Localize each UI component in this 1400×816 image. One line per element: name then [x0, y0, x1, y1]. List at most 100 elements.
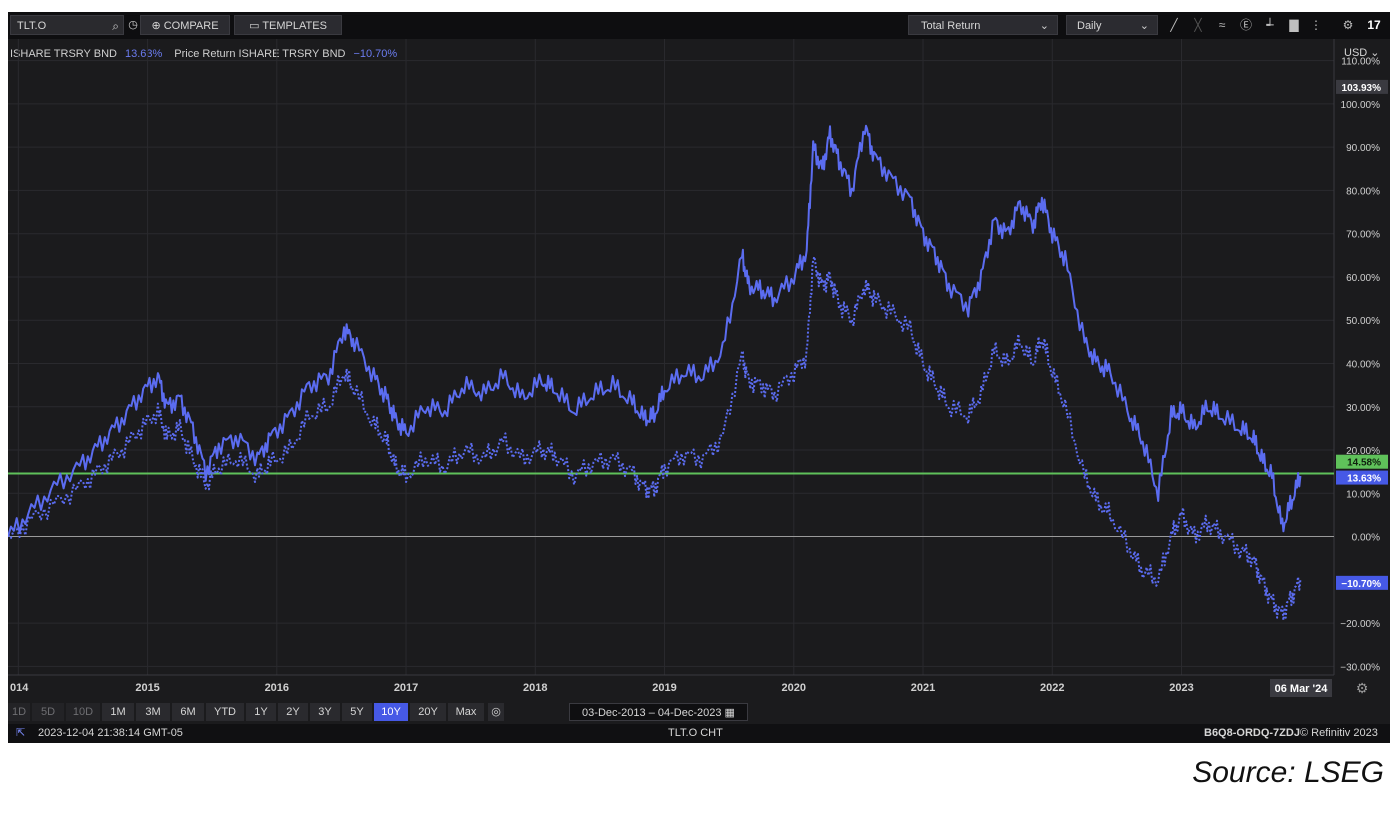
events-icon[interactable]: Ⓔ — [1239, 18, 1252, 32]
y-tick-label: 90.00% — [1346, 143, 1380, 154]
templates-button[interactable]: ▭ TEMPLATES — [234, 15, 342, 35]
range-button-1m[interactable]: 1M — [102, 703, 134, 721]
chevron-down-icon: ⌄ — [1139, 20, 1149, 32]
x-tick-label: 2016 — [265, 682, 289, 694]
x-axis: 014 2015 2016 2017 2018 2019 2020 2021 2022 2023 — [10, 682, 1194, 694]
range-bar: 1D 5D 10D 1M 3M 6M YTD 1Y 2Y 3Y 5Y 10Y 20Y Max ◎ — [8, 702, 1390, 724]
range-button-6m[interactable]: 6M — [172, 703, 204, 721]
interval-value: Daily — [1077, 20, 1102, 32]
y-tick-label: 110.00% — [1341, 57, 1380, 68]
x-tick-label: 014 — [10, 682, 29, 694]
search-icon[interactable]: ⌕ — [112, 19, 119, 33]
return-type-value: Total Return — [921, 20, 981, 32]
series-layer — [8, 124, 1302, 622]
chart-svg[interactable]: 110.00% 100.00% 90.00% 80.00% 70.00% 60.00% 50… — [8, 39, 1390, 702]
date-range-value: 03-Dec-2013 – 04-Dec-2023 — [582, 707, 722, 719]
chevron-down-icon: ⌄ — [1039, 20, 1049, 32]
x-tick-label: 2017 — [394, 682, 418, 694]
x-tick-label: 2018 — [523, 682, 547, 694]
bar-chart-icon[interactable]: ▇ — [1289, 18, 1299, 32]
templates-label: TEMPLATES — [262, 20, 327, 32]
legend: ISHARE TRSRY BND 13.63% Price Return ISHAR… — [10, 48, 409, 60]
range-button-3y[interactable]: 3Y — [310, 703, 340, 721]
crossed-line-icon[interactable]: ╳ — [1194, 18, 1202, 32]
range-button-2y[interactable]: 2Y — [278, 703, 308, 721]
wave-icon[interactable]: ≈ — [1218, 18, 1226, 32]
ticker-search-input[interactable]: TLT.O ⌕ — [10, 15, 124, 35]
y-tick-label: 70.00% — [1346, 230, 1380, 241]
calendar-icon: ▦ — [724, 707, 735, 719]
currency-select[interactable]: USD ⌄ — [1344, 46, 1380, 59]
price-tag-price-bg — [1336, 575, 1388, 590]
settings-gear-icon: ⚙ — [1356, 681, 1369, 697]
y-tick-label: 10.00% — [1346, 489, 1380, 500]
plus-circle-icon: ⊕ — [151, 20, 161, 32]
price-tag-total: 13.63% — [1347, 474, 1381, 485]
range-button-10d[interactable]: 10D — [66, 703, 100, 721]
range-button-ytd[interactable]: YTD — [206, 703, 244, 721]
y-tick-label: −30.00% — [1340, 662, 1380, 673]
y-tick-label: −20.00% — [1340, 619, 1380, 630]
price-tag-top-bg — [1336, 79, 1388, 94]
y-tick-label: 0.00% — [1352, 533, 1380, 544]
y-tick-label: 30.00% — [1346, 403, 1380, 414]
more-icon[interactable]: ⋮ — [1310, 18, 1322, 32]
price-tag-green-bg — [1336, 454, 1388, 469]
range-button-1d[interactable]: 1D — [8, 703, 30, 721]
total-return-series-line — [8, 124, 1302, 537]
date-tag: 06 Mar '24 — [1275, 683, 1329, 695]
range-button-3m[interactable]: 3M — [136, 703, 170, 721]
range-button-max[interactable]: Max — [448, 703, 484, 721]
return-type-select[interactable]: Total Return ⌄ — [908, 15, 1058, 35]
date-range-input[interactable]: 03-Dec-2013 – 04-Dec-2023 ▦ — [569, 703, 748, 721]
x-tick-label: 2021 — [911, 682, 935, 694]
interval-select[interactable]: Daily ⌄ — [1066, 15, 1158, 35]
status-center: TLT.O CHT — [668, 727, 723, 739]
copyright: © Refinitiv 2023 — [1300, 727, 1378, 739]
folder-icon: ▭ — [249, 20, 260, 32]
currency-value: USD — [1344, 47, 1368, 59]
ticker-value: TLT.O — [17, 20, 47, 32]
range-button-5y[interactable]: 5Y — [342, 703, 372, 721]
legend-series2-name: Price Return ISHARE TRSRY BND — [174, 48, 346, 60]
price-tag-total-bg — [1336, 470, 1388, 485]
x-tick-label: 2023 — [1169, 682, 1193, 694]
legend-series1-value: 13.63% — [124, 48, 163, 60]
x-tick-label: 2022 — [1040, 682, 1064, 694]
y-tick-label: 60.00% — [1346, 273, 1380, 284]
y-tick-label: 100.00% — [1341, 100, 1381, 111]
chart-code: B6Q8-ORDQ-7ZDJ — [1204, 727, 1300, 739]
tradingview-logo-icon[interactable]: 17 — [1367, 18, 1381, 32]
price-return-series-line — [8, 255, 1302, 622]
line-chart-icon[interactable]: ╱ — [1170, 18, 1178, 32]
range-button-5d[interactable]: 5D — [32, 703, 64, 721]
price-tag-green: 14.58% — [1347, 458, 1381, 469]
chart-window: TLT.O ⌕ ◷ ⊕ COMPARE ▭ TEMPLATES Total Re… — [8, 12, 1390, 743]
y-tick-label: 40.00% — [1346, 359, 1380, 370]
date-tag-bg — [1270, 679, 1332, 697]
clock-icon[interactable]: ◷ — [128, 19, 138, 31]
gear-icon[interactable]: ⚙ — [1342, 18, 1354, 32]
grid — [8, 39, 1335, 676]
y-axis: 110.00% 100.00% 90.00% 80.00% 70.00% 60.00% 50… — [1340, 57, 1380, 674]
timestamp: 2023-12-04 21:38:14 GMT-05 — [38, 727, 183, 739]
crosshair-icon[interactable]: ┵ — [1266, 18, 1274, 32]
y-tick-label: 20.00% — [1346, 446, 1380, 457]
collapse-icon[interactable]: ⇱ — [16, 727, 26, 739]
compare-button[interactable]: ⊕ COMPARE — [140, 15, 230, 35]
status-bar: ⇱ 2023-12-04 21:38:14 GMT-05 TLT.O CHT B… — [8, 724, 1390, 743]
source-caption: Source: LSEG — [1192, 756, 1384, 789]
legend-series2-value: −10.70% — [353, 48, 398, 60]
y-tick-label: 80.00% — [1346, 186, 1380, 197]
compare-label: COMPARE — [163, 20, 219, 32]
price-tags: 103.93% 14.58% 13.63% −10.70% 06 Mar '24 ⚙ — [1270, 79, 1388, 697]
price-tag-price: −10.70% — [1341, 579, 1381, 590]
range-button-1y[interactable]: 1Y — [246, 703, 276, 721]
chevron-down-icon: ⌄ — [1370, 47, 1380, 59]
x-tick-label: 2015 — [135, 682, 159, 694]
range-button-20y[interactable]: 20Y — [410, 703, 446, 721]
custom-range-icon[interactable]: ◎ — [488, 703, 504, 721]
range-button-10y[interactable]: 10Y — [374, 703, 408, 721]
legend-series1-name: ISHARE TRSRY BND — [10, 48, 117, 60]
x-tick-label: 2019 — [652, 682, 676, 694]
